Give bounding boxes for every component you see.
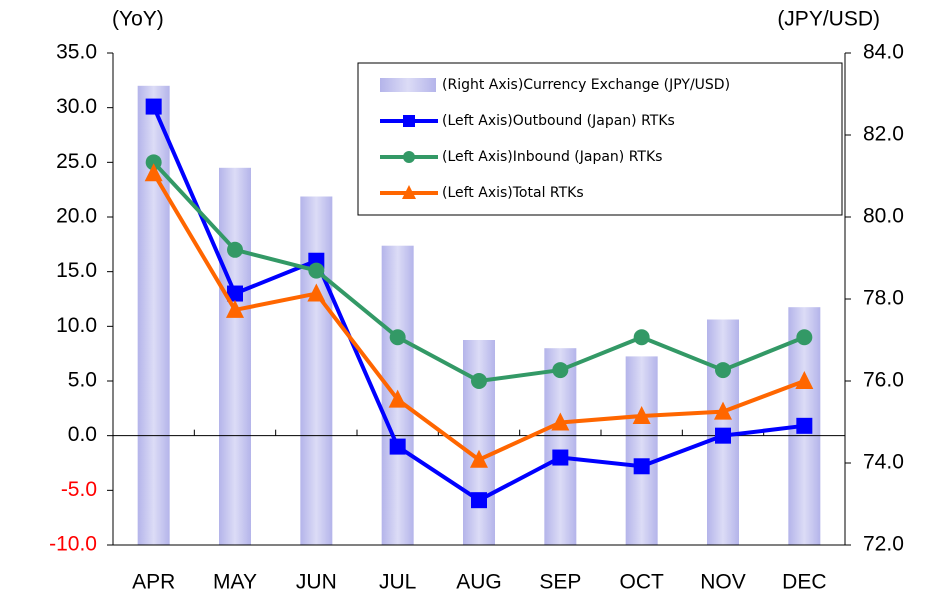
y2-tick-label: 74.0 — [863, 451, 904, 474]
marker — [795, 371, 814, 389]
x-tick-label: SEP — [539, 571, 581, 594]
legend-label: (Left Axis)Outbound (Japan) RTKs — [442, 113, 675, 129]
y2-tick-label: 78.0 — [863, 287, 904, 310]
marker — [633, 329, 650, 346]
marker — [552, 449, 569, 466]
marker — [402, 185, 416, 199]
legend-box — [357, 62, 843, 216]
marker — [715, 427, 731, 444]
y-tick-label: 20.0 — [56, 205, 97, 228]
marker — [389, 329, 406, 346]
x-tick-label: DEC — [782, 571, 826, 594]
marker — [145, 154, 162, 171]
y-tick-label: 15.0 — [56, 259, 97, 282]
marker — [307, 283, 326, 302]
marker — [552, 362, 569, 379]
bar — [219, 167, 251, 546]
y2-axis-label: (JPY/USD) — [777, 8, 880, 31]
marker — [145, 98, 162, 115]
legend-swatch — [380, 78, 436, 92]
marker — [715, 362, 731, 379]
marker — [226, 299, 244, 318]
y-tick-label: 35.0 — [56, 41, 97, 64]
bar — [300, 196, 333, 545]
x-tick-label: AUG — [456, 571, 502, 594]
marker — [714, 401, 732, 420]
y2-tick-label: 72.0 — [863, 533, 904, 556]
marker — [551, 412, 570, 431]
marker — [308, 262, 325, 279]
marker — [388, 389, 407, 408]
marker — [403, 115, 415, 127]
y-tick-label: 30.0 — [56, 95, 97, 118]
marker — [470, 449, 488, 468]
y-tick-label: 25.0 — [56, 150, 97, 173]
legend-label: (Right Axis)Currency Exchange (JPY/USD) — [442, 77, 730, 93]
y2-tick-label: 80.0 — [863, 205, 904, 228]
x-tick-label: OCT — [620, 571, 665, 594]
marker — [144, 163, 163, 182]
y-tick-label: 5.0 — [68, 369, 97, 392]
y2-tick-label: 84.0 — [863, 41, 904, 64]
marker — [389, 438, 406, 455]
bar — [544, 348, 577, 545]
marker — [796, 329, 813, 346]
marker — [403, 151, 415, 163]
y-tick-label: 10.0 — [56, 314, 97, 337]
bar — [625, 356, 658, 545]
y-tick-label: -10.0 — [49, 533, 97, 556]
y-tick-label: 0.0 — [68, 423, 97, 446]
marker — [632, 405, 651, 424]
marker — [227, 241, 243, 258]
bar — [463, 340, 495, 545]
x-tick-label: JUN — [296, 571, 337, 594]
marker — [471, 492, 487, 509]
marker — [633, 458, 650, 475]
marker — [796, 417, 813, 434]
x-tick-label: MAY — [213, 571, 257, 594]
legend-label: (Left Axis)Inbound (Japan) RTKs — [442, 149, 662, 165]
legend-label: (Left Axis)Total RTKs — [442, 185, 584, 201]
y2-tick-label: 76.0 — [863, 369, 904, 392]
marker — [227, 285, 243, 302]
marker — [471, 373, 487, 389]
x-tick-label: APR — [132, 571, 175, 594]
y-tick-label: -5.0 — [61, 478, 97, 501]
y2-tick-label: 82.0 — [863, 123, 904, 146]
x-tick-label: JUL — [379, 571, 416, 594]
x-tick-label: NOV — [700, 571, 746, 594]
y-axis-label: (YoY) — [112, 8, 164, 31]
